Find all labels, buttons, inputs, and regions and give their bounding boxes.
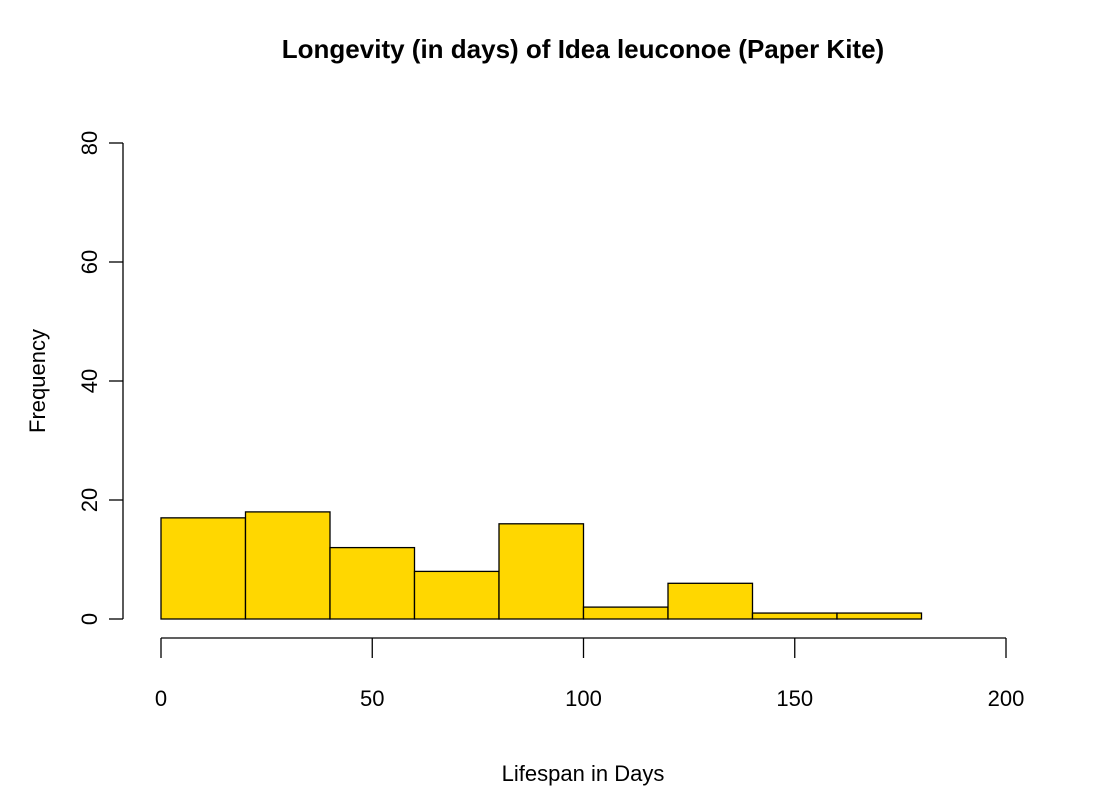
- bar-8: [836, 612, 923, 620]
- bar-7: [751, 612, 838, 620]
- x-tick-label-2: 100: [565, 686, 602, 711]
- y-axis-label: Frequency: [25, 329, 50, 433]
- y-axis: 0 20 40 60 80: [77, 131, 124, 625]
- bar-1: [244, 511, 331, 620]
- x-axis: 0 50 100 150 200: [155, 637, 1025, 711]
- chart-title: Longevity (in days) of Idea leuconoe (Pa…: [282, 34, 884, 64]
- x-tick-label-0: 0: [155, 686, 167, 711]
- bar-3: [413, 570, 500, 620]
- bar-5: [582, 606, 669, 620]
- y-tick-label-1: 20: [77, 488, 102, 512]
- y-tick-label-3: 60: [77, 250, 102, 274]
- y-tick-label-2: 40: [77, 369, 102, 393]
- y-tick-label-0: 0: [77, 613, 102, 625]
- bar-4: [498, 523, 585, 620]
- bar-6: [667, 582, 754, 620]
- bar-0: [160, 517, 247, 620]
- x-tick-label-4: 200: [988, 686, 1025, 711]
- x-axis-label: Lifespan in Days: [502, 761, 665, 786]
- y-tick-label-4: 80: [77, 131, 102, 155]
- bars-group: [160, 511, 923, 620]
- x-tick-label-3: 150: [776, 686, 813, 711]
- bar-2: [329, 546, 416, 620]
- x-tick-label-1: 50: [360, 686, 384, 711]
